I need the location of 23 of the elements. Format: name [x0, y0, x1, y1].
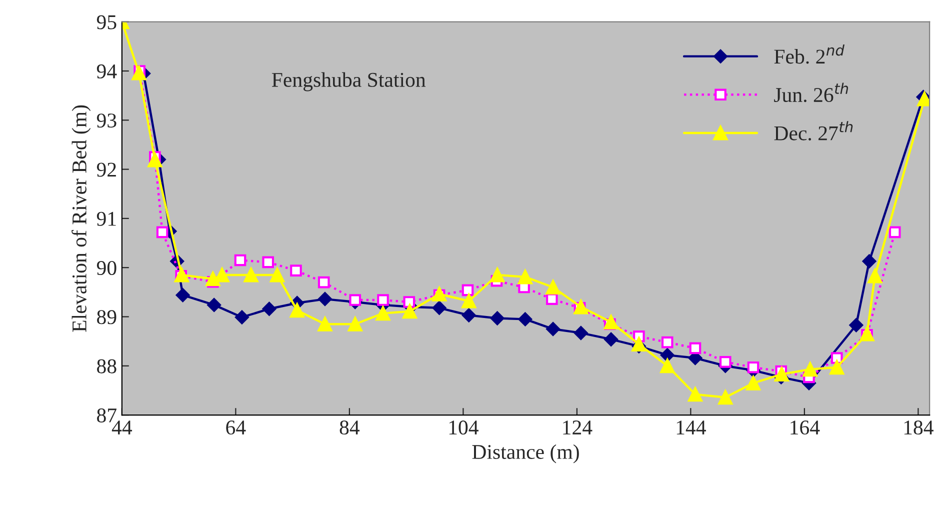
legend-label: Feb. 2$^{nd}$ — [774, 44, 844, 64]
legend-label: Jun. 26$^{th}$ — [774, 82, 848, 102]
annotation: Fengshuba Station — [272, 72, 426, 92]
x-tick-label: 124 — [563, 420, 592, 434]
x-axis-title: Distance (m) — [472, 444, 579, 464]
y-tick-label: 94 — [96, 64, 117, 78]
y-tick-label: 90 — [96, 260, 116, 276]
x-tick-label: 104 — [449, 420, 478, 435]
y-tick-label: 93 — [96, 114, 116, 128]
y-tick-label: 87 — [97, 408, 116, 422]
x-tick-label: 44 — [112, 420, 132, 434]
legend-label: Dec. 27$^{th}$ — [774, 121, 853, 140]
y-axis-title: Elevation of River Bed (m) — [72, 105, 91, 332]
y-tick-label: 91 — [96, 212, 116, 226]
y-tick-label: 95 — [96, 15, 116, 30]
x-tick-label: 84 — [340, 420, 360, 435]
y-tick-label: 92 — [96, 162, 116, 177]
x-tick-label: 184 — [904, 420, 934, 435]
x-tick-label: 164 — [790, 420, 820, 435]
y-tick-label: 88 — [97, 359, 116, 374]
x-tick-label: 64 — [226, 420, 246, 435]
x-tick-label: 144 — [676, 420, 706, 434]
y-tick-label: 89 — [97, 310, 116, 324]
